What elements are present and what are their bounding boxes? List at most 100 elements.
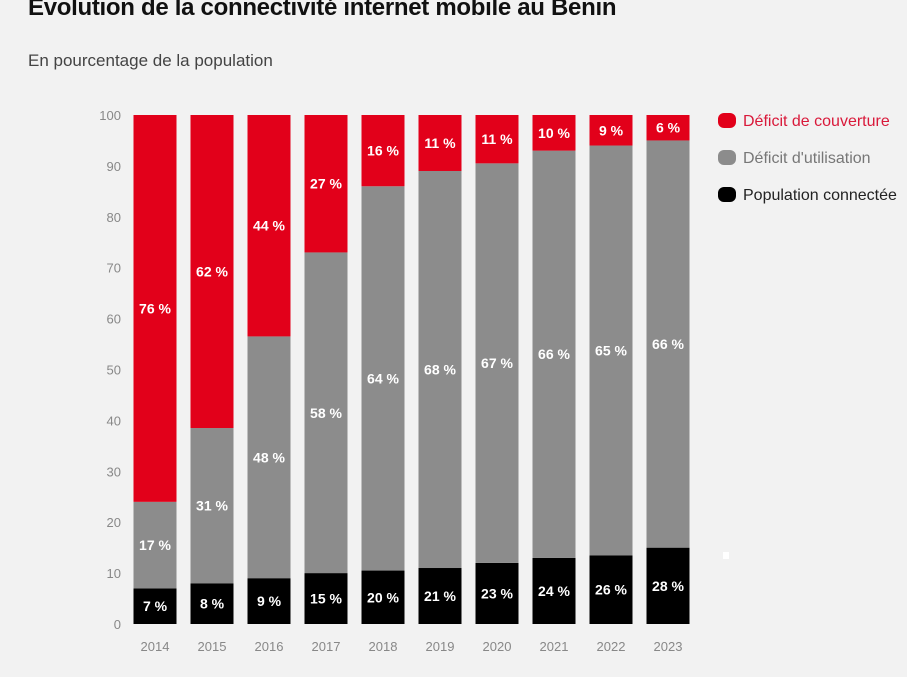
x-tick-label: 2021 <box>540 639 569 654</box>
bar-stack-2018: 20 % 64 % 16 % <box>361 115 405 624</box>
bar-label-deficit-couverture-2021: 10 % <box>538 125 570 141</box>
bar-label-population-connectee-2021: 24 % <box>538 583 570 599</box>
x-tick-label: 2022 <box>597 639 626 654</box>
legend-swatch <box>718 113 736 128</box>
bar-population-connectee-2023 <box>646 547 690 624</box>
bar-label-deficit-couverture-2019: 11 % <box>424 135 456 151</box>
y-axis: 0 10 20 30 40 50 60 70 80 90 100 <box>99 108 121 632</box>
bar-population-connectee-2021 <box>532 557 576 624</box>
legend-item: Population connectée <box>718 187 897 204</box>
bar-label-population-connectee-2018: 20 % <box>367 589 399 605</box>
bar-label-deficit-couverture-2020: 11 % <box>481 131 513 147</box>
bar-stack-2023: 28 % 66 % 6 % <box>646 115 690 624</box>
bar-label-deficit-couverture-2018: 16 % <box>367 143 399 159</box>
bar-stack-2022: 26 % 65 % 9 % <box>589 115 633 624</box>
bar-label-deficit-utilisation-2014: 17 % <box>139 537 171 553</box>
bar-deficit-couverture-2016 <box>247 115 291 337</box>
y-tick-label: 10 <box>107 566 121 581</box>
bar-stack-2015: 8 % 31 % 62 % <box>190 115 234 624</box>
y-tick-label: 60 <box>107 312 121 327</box>
chart-subtitle: En pourcentage de la population <box>28 51 273 70</box>
x-tick-label: 2015 <box>198 639 227 654</box>
legend-item: Déficit de couverture <box>718 113 890 130</box>
y-tick-label: 80 <box>107 210 121 225</box>
x-tick-label: 2020 <box>483 639 512 654</box>
bar-label-deficit-utilisation-2018: 64 % <box>367 370 399 386</box>
bar-deficit-utilisation-2015 <box>190 428 234 584</box>
y-tick-label: 40 <box>107 413 121 428</box>
bar-label-population-connectee-2020: 23 % <box>481 585 513 601</box>
y-tick-label: 20 <box>107 515 121 530</box>
bar-deficit-utilisation-2019 <box>418 170 462 569</box>
bar-label-deficit-utilisation-2016: 48 % <box>253 449 285 465</box>
bar-label-deficit-utilisation-2023: 66 % <box>652 336 684 352</box>
x-axis: 2014 2015 2016 2017 2018 2019 2020 2021 2022 2023 <box>141 639 683 654</box>
bar-label-deficit-utilisation-2021: 66 % <box>538 346 570 362</box>
bar-population-connectee-2016 <box>247 578 291 624</box>
bar-deficit-utilisation-2017 <box>304 252 348 574</box>
bar-deficit-utilisation-2021 <box>532 150 576 558</box>
y-tick-label: 0 <box>114 617 121 632</box>
bar-label-deficit-couverture-2016: 44 % <box>253 218 285 234</box>
bar-label-population-connectee-2015: 8 % <box>200 596 225 612</box>
bars: 7 % 17 % 76 % 8 % 31 % 62 % 9 % 48 % 44 % 15 % 58 … <box>133 115 690 624</box>
y-tick-label: 70 <box>107 261 121 276</box>
bar-stack-2020: 23 % 67 % 11 % <box>475 115 519 624</box>
bar-label-deficit-couverture-2015: 62 % <box>196 264 228 280</box>
y-tick-label: 100 <box>99 108 121 123</box>
bar-label-population-connectee-2017: 15 % <box>310 591 342 607</box>
bar-label-deficit-utilisation-2022: 65 % <box>595 342 627 358</box>
bar-deficit-utilisation-2022 <box>589 145 633 556</box>
bar-label-population-connectee-2016: 9 % <box>257 593 282 609</box>
bar-label-population-connectee-2019: 21 % <box>424 588 456 604</box>
x-tick-label: 2019 <box>426 639 455 654</box>
legend-label: Population connectée <box>743 187 897 204</box>
bar-label-deficit-utilisation-2017: 58 % <box>310 405 342 421</box>
bar-population-connectee-2022 <box>589 555 633 624</box>
legend: Déficit de couverture Déficit d'utilisati… <box>718 113 897 204</box>
bar-deficit-couverture-2018 <box>361 115 405 187</box>
bar-stack-2021: 24 % 66 % 10 % <box>532 115 576 624</box>
x-tick-label: 2016 <box>255 639 284 654</box>
bar-stack-2016: 9 % 48 % 44 % <box>247 115 291 624</box>
x-tick-label: 2017 <box>312 639 341 654</box>
legend-swatch <box>718 150 736 165</box>
bar-deficit-utilisation-2016 <box>247 336 291 579</box>
y-tick-label: 90 <box>107 159 121 174</box>
bar-label-deficit-couverture-2017: 27 % <box>310 176 342 192</box>
white-dot <box>723 552 729 559</box>
bar-deficit-utilisation-2014 <box>133 501 177 589</box>
bar-deficit-couverture-2023 <box>646 115 690 141</box>
legend-label: Déficit de couverture <box>743 113 890 130</box>
bar-deficit-utilisation-2020 <box>475 163 519 563</box>
bar-deficit-couverture-2021 <box>532 115 576 151</box>
bar-population-connectee-2015 <box>190 583 234 624</box>
bar-population-connectee-2020 <box>475 562 519 624</box>
bar-label-deficit-utilisation-2019: 68 % <box>424 362 456 378</box>
bar-stack-2017: 15 % 58 % 27 % <box>304 115 348 624</box>
x-tick-label: 2018 <box>369 639 398 654</box>
bar-deficit-utilisation-2018 <box>361 186 405 571</box>
bar-label-deficit-utilisation-2020: 67 % <box>481 355 513 371</box>
bar-deficit-couverture-2017 <box>304 115 348 253</box>
y-tick-label: 50 <box>107 363 121 378</box>
bar-deficit-utilisation-2023 <box>646 140 690 548</box>
bar-population-connectee-2018 <box>361 570 405 624</box>
bar-label-deficit-couverture-2014: 76 % <box>139 300 171 316</box>
bar-label-population-connectee-2014: 7 % <box>143 598 168 614</box>
bar-stack-2019: 21 % 68 % 11 % <box>418 115 462 624</box>
bar-deficit-couverture-2020 <box>475 115 519 164</box>
bar-population-connectee-2017 <box>304 573 348 624</box>
bar-stack-2014: 7 % 17 % 76 % <box>133 115 177 624</box>
bar-label-deficit-utilisation-2015: 31 % <box>196 498 228 514</box>
legend-label: Déficit d'utilisation <box>743 150 871 167</box>
y-tick-label: 30 <box>107 464 121 479</box>
bar-deficit-couverture-2014 <box>133 115 177 502</box>
legend-item: Déficit d'utilisation <box>718 150 871 167</box>
bar-deficit-couverture-2022 <box>589 115 633 146</box>
bar-label-deficit-couverture-2023: 6 % <box>656 120 681 136</box>
bar-deficit-couverture-2015 <box>190 115 234 429</box>
bar-label-population-connectee-2023: 28 % <box>652 578 684 594</box>
bar-population-connectee-2014 <box>133 588 177 624</box>
